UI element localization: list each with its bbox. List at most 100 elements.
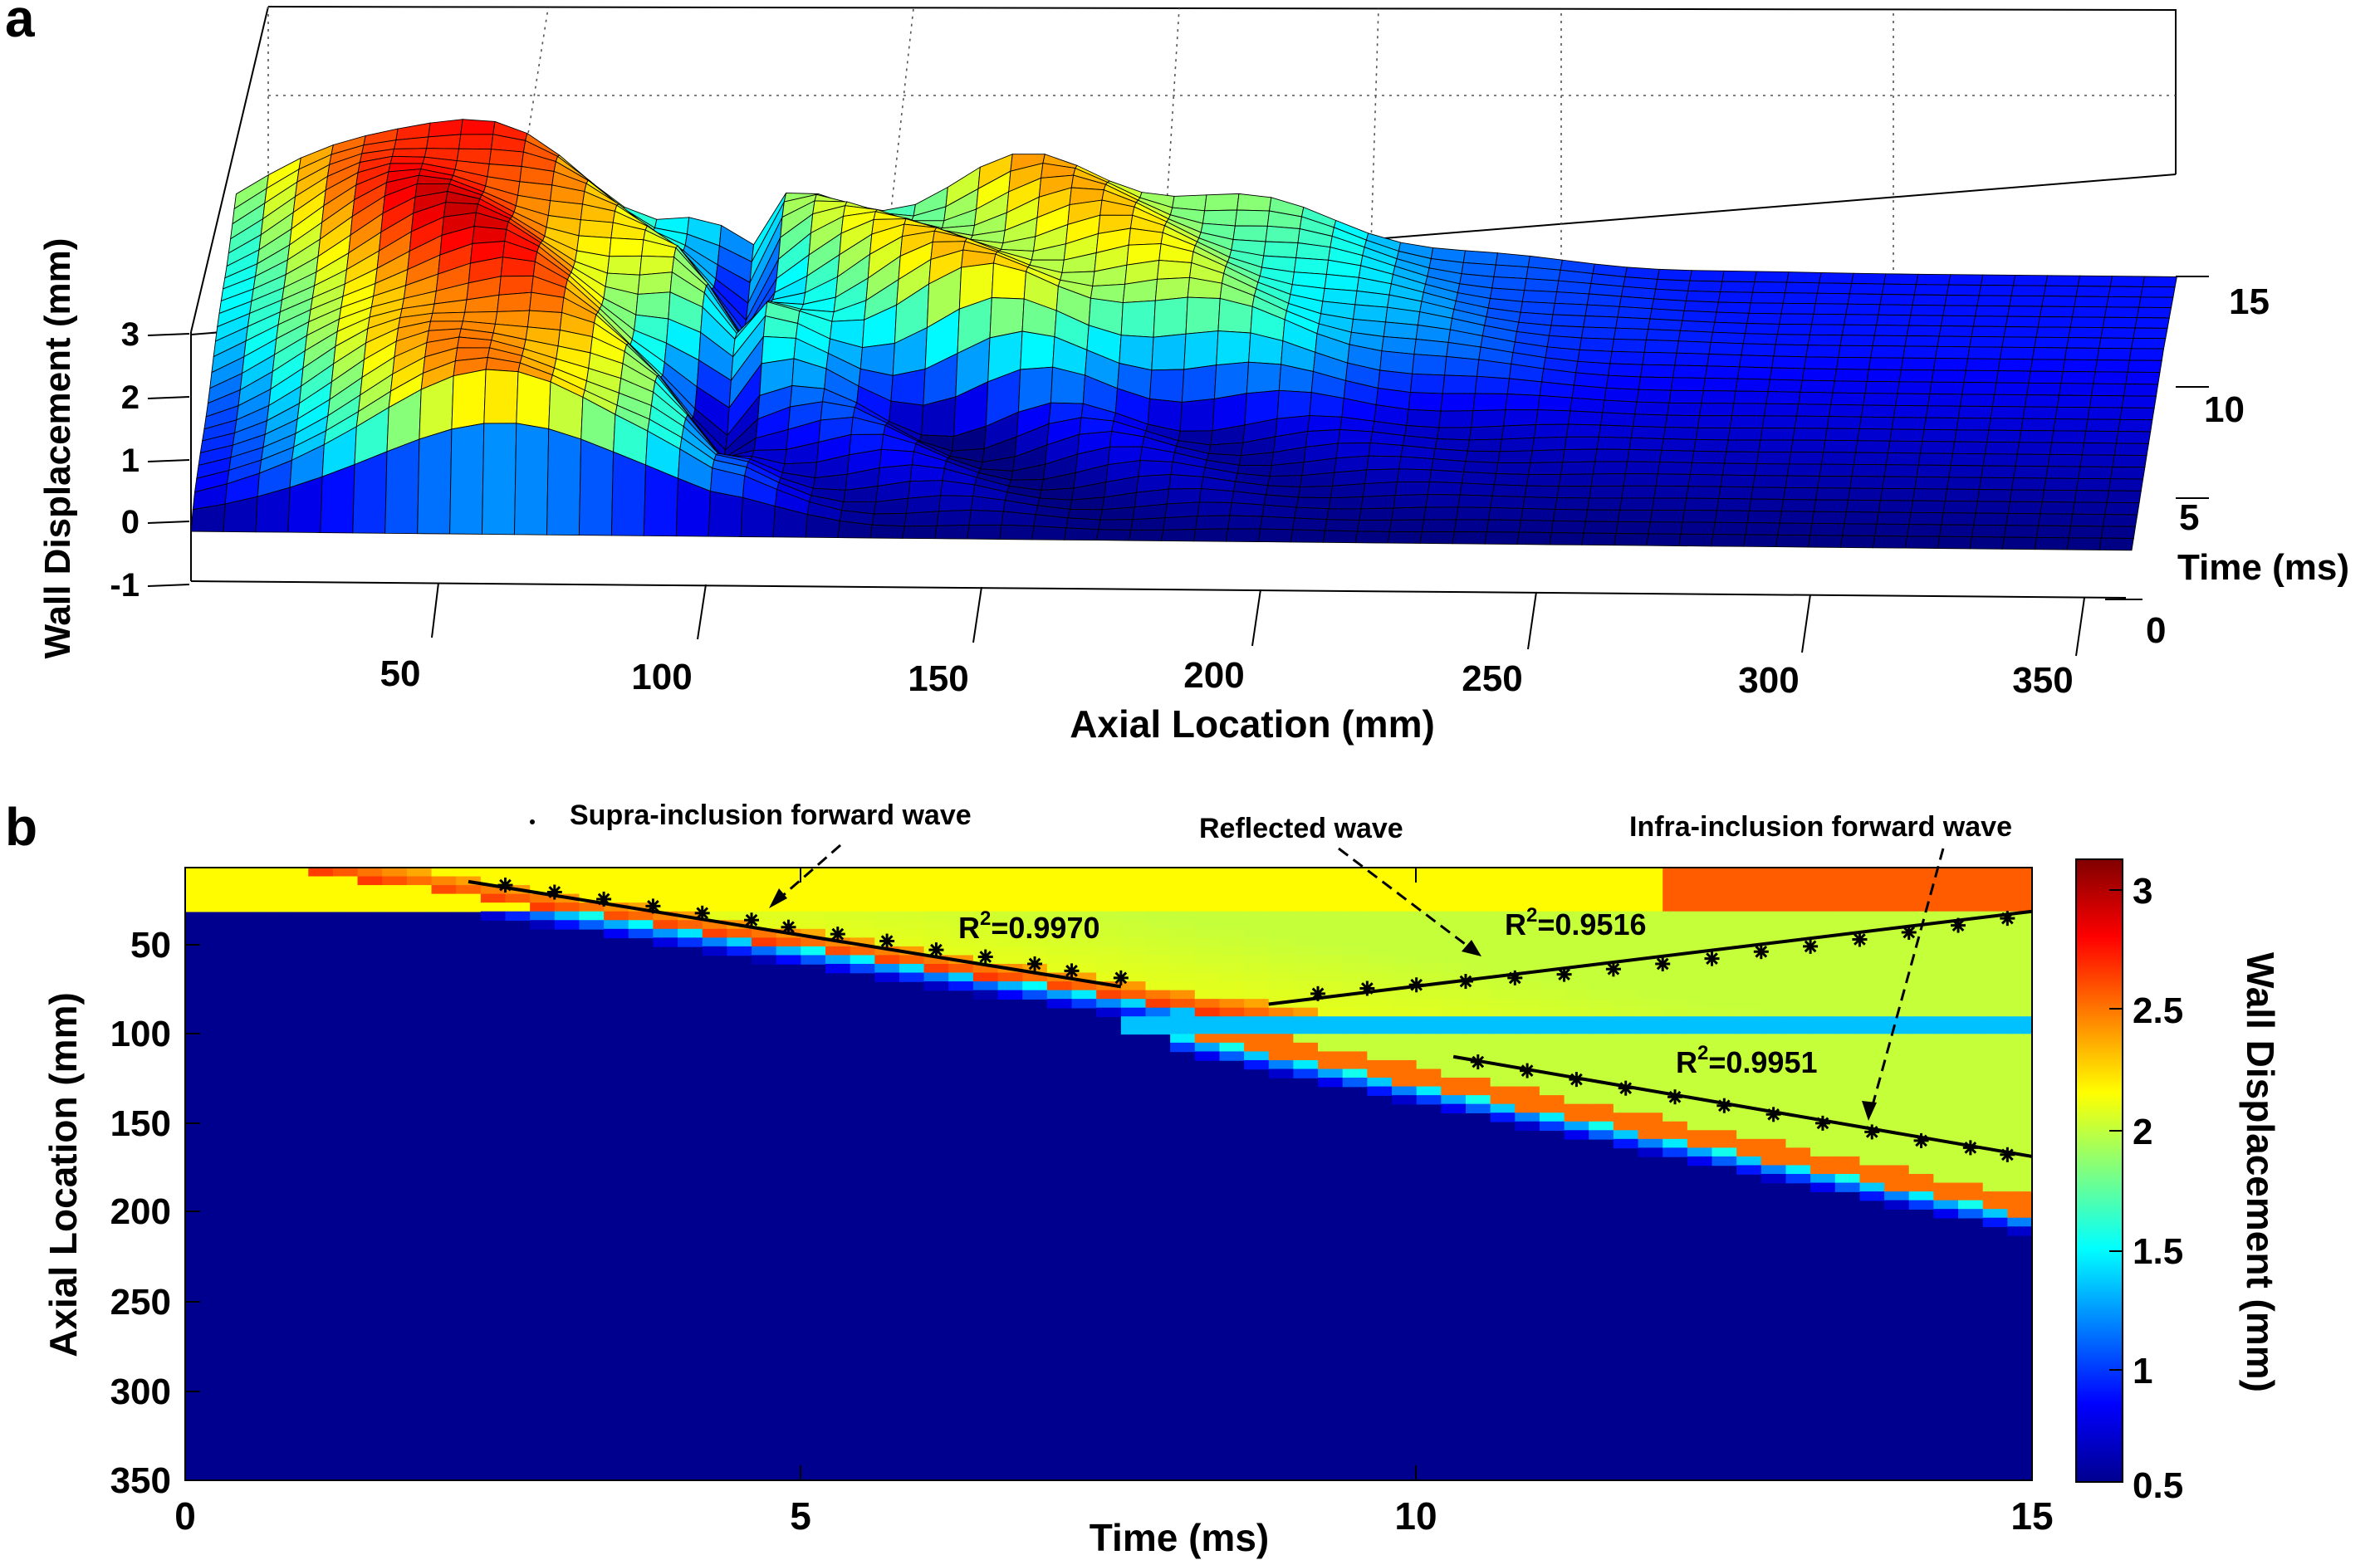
surface-patch	[1453, 519, 1490, 533]
heatmap-cell	[1342, 955, 1369, 965]
surface-patch	[1971, 524, 2007, 538]
heatmap-cell	[1539, 972, 1565, 982]
surface-patch	[1617, 509, 1653, 523]
heatmap-cell	[1490, 946, 1516, 956]
heatmap-cell	[579, 902, 605, 912]
heatmap-cell	[1834, 1086, 1861, 1096]
heatmap-cell	[1761, 876, 1787, 886]
surface-patch	[1598, 424, 1634, 438]
surface-patch	[1904, 335, 1940, 347]
star-stroke	[1755, 945, 1768, 958]
heatmap-cell	[1539, 1007, 1565, 1018]
heatmap-cell	[1687, 1147, 1713, 1157]
surface-patch	[1866, 369, 1902, 383]
heatmap-cell	[1342, 1051, 1369, 1061]
surface-patch	[1590, 473, 1626, 487]
surface-patch	[1636, 389, 1672, 403]
heatmap-cell	[1515, 902, 1540, 912]
surface-patch	[2110, 467, 2146, 480]
surface-patch	[1396, 468, 1432, 483]
surface-patch	[1444, 355, 1480, 377]
surface-patch	[1608, 363, 1643, 378]
surface-patch	[1497, 450, 1533, 463]
heatmap-cell	[1982, 1059, 2009, 1070]
x-tick: 5	[790, 1494, 811, 1538]
heatmap-cell	[283, 868, 310, 878]
heatmap-cell	[185, 902, 211, 912]
surface-patch	[1839, 535, 1876, 549]
surface-patch	[1813, 303, 1849, 315]
surface-patch	[2075, 286, 2111, 297]
heatmap-cell	[1884, 972, 1910, 982]
surface-patch	[1913, 284, 1950, 296]
surface-patch	[1751, 281, 1788, 294]
heatmap-cell	[1515, 1113, 1540, 1122]
star-marker	[781, 919, 796, 935]
heatmap-cell	[1194, 1042, 1221, 1053]
surface-patch	[1956, 418, 1991, 431]
r2-label-2: R2=0.9516	[1505, 904, 1647, 941]
heatmap-cell	[1441, 972, 1467, 982]
heatmap-cell	[850, 902, 876, 912]
heatmap-cell	[1589, 981, 1614, 991]
heatmap-cell	[1219, 990, 1245, 1000]
heatmap-cell	[1268, 1051, 1295, 1061]
heatmap-cell	[1046, 920, 1073, 930]
surface-patch	[1973, 512, 2009, 526]
heatmap-cell	[1293, 1016, 1319, 1026]
heatmap-cell	[1933, 963, 1959, 974]
heatmap-cell	[1367, 981, 1393, 991]
heatmap-cell	[1244, 868, 1270, 878]
surface-patch	[1835, 356, 1872, 370]
heatmap-cell	[825, 885, 851, 895]
heatmap-cell	[1933, 920, 1959, 930]
heatmap-cell	[505, 902, 531, 912]
heatmap-cell	[752, 902, 777, 912]
heatmap-cell	[1834, 955, 1861, 965]
star-marker	[1962, 1140, 1978, 1156]
surface-patch	[2108, 478, 2144, 491]
heatmap-cell	[1441, 1016, 1467, 1026]
surface-patch	[1785, 475, 1820, 489]
surface-patch	[1701, 390, 1736, 404]
surface-patch	[1912, 294, 1947, 306]
heatmap-cell	[1268, 972, 1295, 982]
surface-patch	[2071, 306, 2108, 318]
heatmap-cell	[1441, 946, 1467, 956]
surface-patch	[708, 491, 743, 537]
heatmap-cell	[1170, 981, 1196, 991]
surface-patch	[1354, 531, 1390, 544]
heatmap-cell	[1908, 1016, 1935, 1026]
heatmap-cell	[2007, 1051, 2032, 1061]
star-stroke	[1619, 1082, 1633, 1095]
heatmap-cell	[1244, 981, 1270, 991]
surface-patch	[1535, 409, 1571, 425]
surface-patch	[1923, 417, 1959, 431]
heatmap-cell	[1318, 1042, 1344, 1053]
heatmap-cell	[382, 876, 408, 886]
heatmap-cell	[1441, 1095, 1467, 1105]
surface-patch	[1717, 291, 1754, 304]
heatmap-cell	[1490, 1103, 1516, 1113]
surface-patch	[609, 237, 644, 257]
surface-patch	[1528, 462, 1564, 475]
heatmap-cell	[1219, 885, 1245, 895]
surface-patch	[1967, 346, 2003, 359]
heatmap-cell	[1958, 999, 1984, 1009]
surface-patch	[1904, 535, 1941, 549]
heatmap-cell	[258, 885, 285, 895]
star-marker	[830, 927, 845, 942]
heatmap-cell	[1663, 1042, 1688, 1053]
heatmap-cell	[1736, 1121, 1762, 1132]
surface-patch	[2077, 275, 2113, 287]
surface-patch	[1599, 412, 1636, 427]
heatmap-cell	[1933, 1051, 1959, 1061]
heatmap-cell	[1564, 1007, 1590, 1018]
heatmap-cell	[1416, 928, 1442, 939]
surface-patch	[2056, 394, 2093, 408]
surface-patch	[1364, 468, 1400, 485]
heatmap-cell	[1933, 999, 1959, 1009]
surface-patch	[1661, 438, 1697, 452]
heatmap-cell	[1933, 1174, 1959, 1184]
heatmap-cell	[1170, 1042, 1196, 1053]
